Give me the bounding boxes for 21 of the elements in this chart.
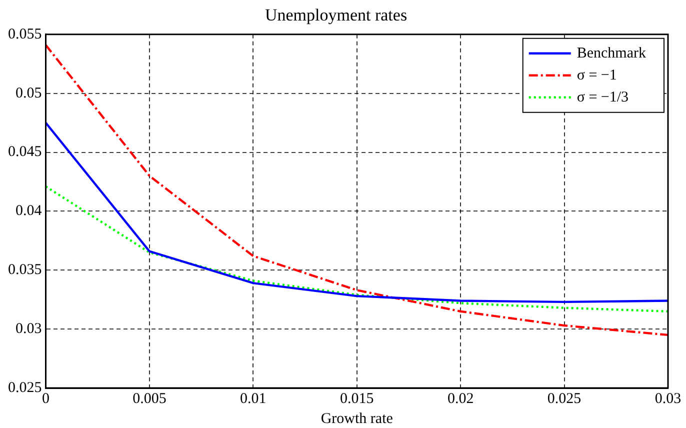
- x-tick-label: 0: [42, 390, 50, 407]
- x-tick-label: 0.005: [132, 390, 166, 407]
- line-series: [46, 44, 668, 336]
- y-tick-label: 0.025: [8, 380, 42, 396]
- x-tick-label: 0.015: [340, 390, 374, 407]
- x-tick-label: 0.02: [447, 390, 474, 407]
- y-tick-label: 0.035: [8, 262, 42, 278]
- line-series: [46, 185, 668, 312]
- y-tick-label: 0.055: [8, 26, 42, 42]
- y-tick-label: 0.05: [16, 85, 42, 102]
- y-tick-label: 0.045: [8, 144, 42, 160]
- x-axis-title: Growth rate: [320, 410, 394, 427]
- legend-label: σ = −1/3: [576, 89, 629, 106]
- x-tick-label: 0.01: [240, 390, 266, 407]
- x-tick-label: 0.03: [654, 390, 682, 407]
- legend-label: σ = −1: [576, 67, 617, 84]
- x-tick-label: 0.025: [547, 390, 582, 407]
- legend-label: Benchmark: [576, 45, 646, 62]
- y-tick-label: 0.03: [16, 321, 42, 338]
- chart-title: Unemployment rates: [264, 6, 408, 25]
- y-tick-label: 0.04: [16, 203, 42, 220]
